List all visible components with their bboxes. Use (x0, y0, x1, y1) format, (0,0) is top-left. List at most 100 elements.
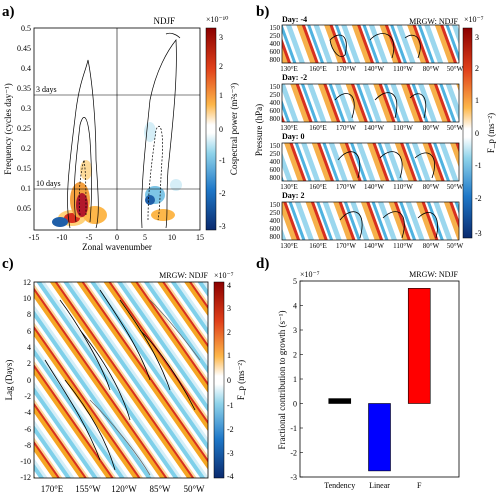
panel-b-lonticks: 130°E 160°E 170°W 140°W 110°W 80°W 50°W … (280, 65, 463, 250)
a-ytick: 0.2 (21, 144, 31, 153)
panel-c-ylabel: Lag (Days) (4, 360, 14, 401)
panel-a-cbar-title: Cospectral power (m²s⁻³) (229, 83, 239, 175)
panel-b-cbar-ticks: 3 2 1 0 -1 -2 -3 (475, 33, 482, 238)
b-day-label: Day: 2 (282, 191, 304, 200)
panel-a-colorbar (205, 27, 217, 231)
panel-a-xlabel: Zonal wavenumber (82, 242, 152, 252)
panel-b-cbar-exp: ×10⁻⁷ (464, 15, 484, 24)
a-ytick: 0.1 (21, 184, 31, 193)
a-xtick: 15 (196, 233, 204, 242)
panel-a-yticks: 0.5 0.45 0.4 0.35 0.3 0.25 0.2 0.15 0.1 … (17, 24, 31, 213)
b-day-label: Day: 0 (282, 132, 304, 141)
b-lontick: 140°W (364, 183, 384, 191)
b-ptick: 150 (270, 24, 281, 32)
panel-b-day-0: Day: 0 (281, 132, 460, 182)
bar-tendency (328, 398, 352, 404)
b-cbar-tick: -2 (475, 194, 482, 203)
c-cbar-tick: 1 (227, 351, 231, 360)
b-subplot (281, 83, 460, 123)
b-ptick: 600 (270, 166, 281, 174)
b-ptick: 800 (270, 56, 281, 64)
b-ptick: 250 (270, 209, 281, 217)
period-label-10days: 10 days (36, 179, 61, 188)
a-ytick: 0.15 (17, 164, 31, 173)
panel-a-ylabel: Frequency (cycles day⁻¹) (3, 83, 13, 174)
panel-d-letter: d) (256, 256, 269, 272)
panel-c-cbar-exp: ×10⁻⁷ (214, 271, 234, 280)
panel-c-letter: c) (2, 256, 14, 272)
a-cbar-tick: 0 (219, 125, 223, 134)
b-lontick: 170°W (336, 124, 356, 132)
panel-b-tag: MRGW: NDJF (409, 17, 458, 26)
b-lontick: 110°W (393, 183, 413, 191)
c-ytick: 12 (23, 278, 31, 287)
a-xtick: -15 (29, 233, 40, 242)
a-ytick: 0.5 (21, 24, 31, 33)
b-ptick: 400 (270, 217, 281, 225)
c-xtick: 170°E (41, 484, 64, 494)
panel-b-letter: b) (256, 4, 269, 20)
b-ptick: 150 (270, 83, 281, 91)
b-subplot (281, 201, 460, 241)
b-contours (329, 33, 421, 59)
b-ptick: 400 (270, 40, 281, 48)
panel-b-day-2: Day: 2 (281, 191, 460, 241)
panel-b-cbar-title: F_p (ms⁻²) (486, 113, 496, 153)
c-cbar-tick: -1 (227, 401, 234, 410)
b-lontick: 110°W (393, 124, 413, 132)
a-xtick: 0 (115, 233, 119, 242)
b-ptick: 400 (270, 158, 281, 166)
a-cbar-tick: -1 (219, 156, 226, 165)
b-lontick: 50°W (447, 65, 464, 73)
b-lontick: 80°W (423, 65, 440, 73)
c-cbar-tick: -3 (227, 449, 234, 458)
x-tick-label: F (417, 481, 422, 490)
b-ptick: 250 (270, 32, 281, 40)
panel-a-xticks: -15 -10 -5 0 5 10 15 (29, 233, 204, 242)
c-cbar-tick: -2 (227, 425, 234, 434)
b-lontick: 80°W (423, 124, 440, 132)
b-lontick: 50°W (447, 242, 464, 250)
b-ptick: 800 (270, 115, 281, 123)
b-subplot (281, 24, 460, 64)
b-lontick: 50°W (447, 183, 464, 191)
c-ytick: -4 (24, 408, 31, 417)
y-tick-label: 1 (293, 375, 297, 384)
b-cbar-tick: 3 (475, 33, 479, 42)
b-contours (334, 92, 427, 119)
b-lontick: 160°E (309, 183, 327, 191)
panel-b-ylabel: Pressure (hPa) (254, 104, 264, 156)
b-ptick: 150 (270, 201, 281, 209)
b-lontick: 170°W (336, 242, 356, 250)
panel-b: b) MRGW: NDJF Pressure (hPa) Day: -4 Day… (254, 4, 496, 250)
y-tick-label: -2 (290, 449, 297, 458)
panel-c-cbar-ticks: 4 3 2 1 0 -1 -2 -3 -4 (227, 281, 234, 481)
b-lontick: 110°W (393, 65, 413, 73)
b-lontick: 160°E (309, 242, 327, 250)
b-ptick: 800 (270, 174, 281, 182)
y-tick-label: -1 (290, 424, 297, 433)
b-lontick: 50°W (447, 124, 464, 132)
panel-d-bars (328, 288, 431, 472)
panel-b-day-m4: Day: -4 (281, 15, 460, 64)
panel-a-field (52, 122, 182, 227)
c-ytick: 6 (27, 327, 31, 336)
b-lontick: 80°W (423, 183, 440, 191)
a-cbar-tick: -2 (219, 189, 226, 198)
a-xtick: 5 (143, 233, 147, 242)
b-cbar-tick: 1 (475, 96, 479, 105)
c-cbar-tick: 0 (227, 376, 231, 385)
panel-d-xticks: Tendency Linear F (324, 481, 422, 490)
panel-d-ylabel: Fractional contribution to growth (s⁻¹) (277, 311, 287, 450)
b-contours (337, 151, 435, 179)
panel-c-contours (44, 289, 201, 476)
period-label-3days: 3 days (36, 85, 57, 94)
b-day-label: Day: -2 (282, 73, 307, 82)
b-ptick: 400 (270, 99, 281, 107)
b-contours (339, 211, 438, 239)
c-cbar-tick: -4 (227, 472, 234, 481)
panel-d-yexp: ×10⁻⁷ (300, 270, 320, 279)
a-ytick: 0.35 (17, 84, 31, 93)
a-cbar-tick: 1 (219, 91, 223, 100)
c-ytick: -10 (20, 457, 31, 466)
